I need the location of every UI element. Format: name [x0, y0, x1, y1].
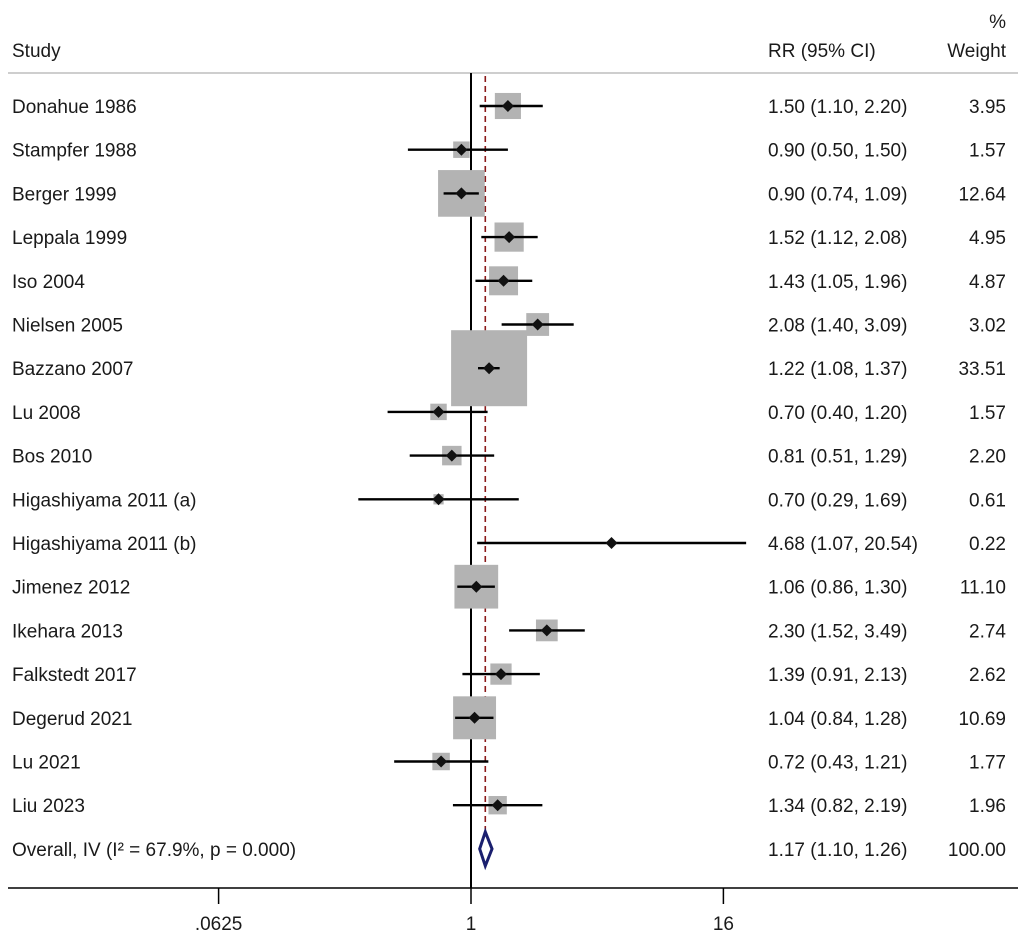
x-tick-label: 16	[713, 914, 734, 935]
ci-text: 2.08 (1.40, 3.09)	[768, 316, 907, 337]
point-estimate	[455, 143, 468, 156]
ci-text: 0.90 (0.50, 1.50)	[768, 141, 907, 162]
header-study: Study	[12, 41, 61, 62]
weight-text: 2.62	[969, 665, 1006, 686]
point-estimate	[605, 537, 618, 549]
ci-text: 0.81 (0.51, 1.29)	[768, 447, 907, 468]
point-estimate	[432, 493, 445, 506]
overall-ci-text: 1.17 (1.10, 1.26)	[768, 840, 907, 861]
study-label: Berger 1999	[12, 184, 117, 205]
weight-text: 12.64	[958, 184, 1006, 205]
point-estimate	[432, 405, 445, 418]
point-estimate	[445, 449, 458, 462]
point-estimate	[540, 624, 553, 637]
ci-text: 2.30 (1.52, 3.49)	[768, 621, 907, 642]
weight-text: 4.87	[969, 272, 1006, 293]
weight-text: 3.95	[969, 97, 1006, 118]
study-label: Degerud 2021	[12, 709, 132, 730]
study-label: Higashiyama 2011 (b)	[12, 534, 196, 555]
ci-text: 1.43 (1.05, 1.96)	[768, 272, 907, 293]
point-estimate	[491, 799, 504, 812]
point-estimate	[501, 100, 514, 112]
point-estimate	[531, 318, 544, 331]
ci-text: 4.68 (1.07, 20.54)	[768, 534, 918, 555]
weight-text: 1.57	[969, 141, 1006, 162]
study-label: Lu 2008	[12, 403, 81, 424]
weight-text: 2.74	[969, 621, 1006, 642]
x-tick-label: .0625	[195, 914, 243, 935]
ci-text: 0.90 (0.74, 1.09)	[768, 184, 907, 205]
study-label: Leppala 1999	[12, 228, 127, 249]
study-label: Nielsen 2005	[12, 316, 123, 337]
point-estimate	[503, 231, 516, 244]
point-estimate	[470, 580, 483, 593]
point-estimate	[494, 668, 507, 681]
weight-text: 4.95	[969, 228, 1006, 249]
weight-text: 33.51	[958, 359, 1006, 380]
study-label: Ikehara 2013	[12, 621, 123, 642]
study-label: Iso 2004	[12, 272, 85, 293]
header-estimate: RR (95% CI)	[768, 41, 876, 62]
study-label: Falkstedt 2017	[12, 665, 137, 686]
ci-text: 0.70 (0.29, 1.69)	[768, 490, 907, 511]
ci-text: 0.70 (0.40, 1.20)	[768, 403, 907, 424]
weight-text: 10.69	[958, 709, 1006, 730]
ci-text: 1.34 (0.82, 2.19)	[768, 796, 907, 817]
study-label: Donahue 1986	[12, 97, 137, 118]
overall-label: Overall, IV (I² = 67.9%, p = 0.000)	[12, 840, 296, 861]
weight-text: 0.61	[969, 490, 1006, 511]
weight-text: 2.20	[969, 447, 1006, 468]
weight-text: 11.10	[960, 578, 1006, 599]
x-tick-label: 1	[466, 914, 477, 935]
study-label: Lu 2021	[12, 753, 81, 774]
study-label: Jimenez 2012	[12, 578, 130, 599]
ci-text: 1.52 (1.12, 2.08)	[768, 228, 907, 249]
ci-text: 1.39 (0.91, 2.13)	[768, 665, 907, 686]
study-label: Liu 2023	[12, 796, 85, 817]
study-label: Higashiyama 2011 (a)	[12, 490, 196, 511]
overall-diamond	[478, 827, 494, 871]
study-label: Bazzano 2007	[12, 359, 134, 380]
point-estimate	[497, 274, 510, 287]
weight-text: 1.77	[969, 753, 1006, 774]
weight-text: 1.96	[969, 796, 1006, 817]
study-label: Bos 2010	[12, 447, 92, 468]
weight-text: 1.57	[969, 403, 1006, 424]
ci-text: 1.04 (0.84, 1.28)	[768, 709, 907, 730]
point-estimate	[455, 187, 468, 200]
ci-text: 1.06 (0.86, 1.30)	[768, 578, 907, 599]
study-label: Stampfer 1988	[12, 141, 137, 162]
point-estimate	[435, 755, 448, 768]
weight-text: 0.22	[969, 534, 1006, 555]
point-estimate	[483, 362, 496, 375]
ci-text: 0.72 (0.43, 1.21)	[768, 753, 907, 774]
header-weight-percent: %	[989, 12, 1006, 33]
header-weight: Weight	[947, 41, 1007, 62]
ci-text: 1.50 (1.10, 2.20)	[768, 97, 907, 118]
overall-weight-text: 100.00	[948, 840, 1006, 861]
weight-text: 3.02	[969, 316, 1006, 337]
ci-text: 1.22 (1.08, 1.37)	[768, 359, 907, 380]
point-estimate	[468, 711, 481, 724]
